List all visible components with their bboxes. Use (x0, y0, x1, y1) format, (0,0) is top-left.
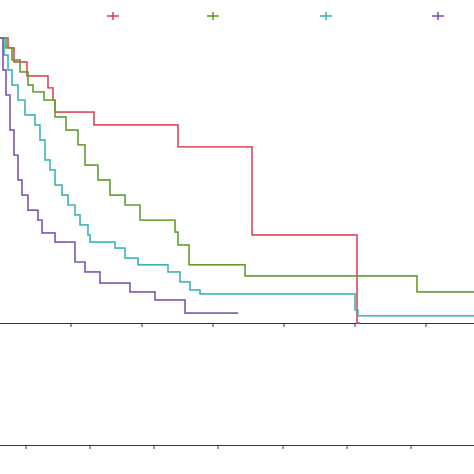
survival-curve (0, 37, 474, 293)
survival-curve (0, 37, 474, 317)
survival-curve (0, 37, 238, 314)
risk-table-axis (0, 445, 474, 449)
